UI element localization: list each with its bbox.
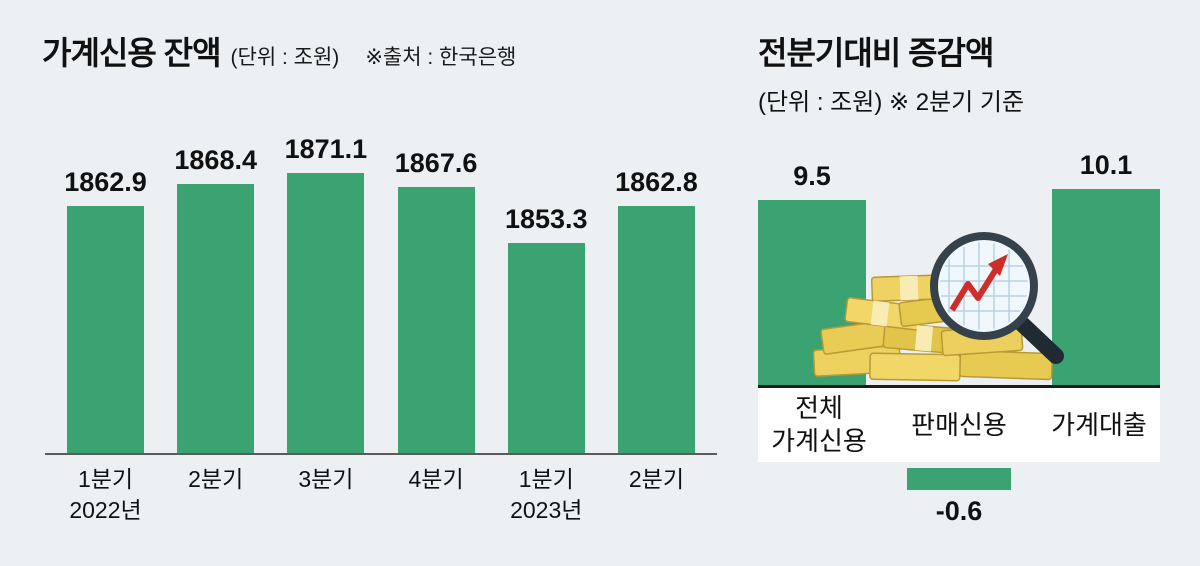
right-chart-plot-area: 9.5 10.1	[758, 150, 1160, 385]
right-chart-subtitle: (단위 : 조원) ※ 2분기 기준	[758, 89, 1025, 116]
bar-column-q2-2022: 1868.4	[174, 120, 257, 453]
bar-value-label: 1871.1	[284, 134, 368, 164]
x-axis-label-sales-credit: 판매신용	[898, 409, 1020, 442]
quarter-label: 3분기	[298, 466, 354, 492]
bar-value-label: 9.5	[793, 161, 831, 191]
bar	[177, 184, 255, 453]
year-label: 2022년	[69, 497, 142, 523]
right-chart-label-strip	[758, 388, 1160, 462]
category-line: 가계대출	[1051, 409, 1147, 440]
rising-arrow-icon	[949, 264, 1001, 312]
money-magnifier-illustration	[812, 232, 1064, 382]
quarter-label: 2분기	[188, 466, 244, 492]
left-chart-x-axis: 1분기 2022년 2분기 3분기 4분기 1분기 2023년 2분기	[45, 464, 717, 526]
bar	[617, 206, 695, 453]
x-axis-label-total-household-credit: 전체 가계신용	[758, 392, 880, 458]
bill-stack-illustration	[812, 274, 1054, 382]
left-chart-plot-area: 1862.9 1868.4 1871.1 1867.6 1853.3 1862.…	[45, 120, 717, 455]
bar-column-household-loans: 10.1	[1052, 150, 1160, 385]
bar	[1052, 189, 1160, 385]
bar-column-q1-2022: 1862.9	[64, 120, 147, 453]
bar-column-q4-2022: 1867.6	[394, 120, 478, 453]
category-line: 판매신용	[911, 409, 1007, 440]
bar	[67, 206, 144, 453]
x-axis-label: 1분기 2023년	[508, 464, 585, 526]
left-chart-title: 가계신용 잔액	[42, 35, 222, 71]
arrow-head-icon	[988, 254, 1008, 276]
bar-column-q2-2023: 1862.8	[615, 120, 698, 453]
x-axis-label: 4분기	[398, 464, 475, 526]
negative-bar-sales-credit	[907, 468, 1011, 490]
bar	[287, 173, 365, 453]
quarter-label: 1분기	[518, 466, 574, 492]
bar-value-label: 1862.8	[615, 167, 698, 197]
bar-value-label: 1862.9	[64, 167, 147, 197]
bar-value-label: 1853.3	[504, 204, 588, 234]
right-chart-baseline-axis	[758, 385, 1160, 388]
x-axis-label: 2분기	[177, 464, 254, 526]
x-axis-label: 3분기	[287, 464, 364, 526]
quarter-label: 1분기	[77, 466, 134, 492]
year-label: 2023년	[510, 497, 583, 523]
left-chart-unit-label: (단위 : 조원)	[230, 46, 340, 69]
x-axis-label: 1분기 2022년	[67, 464, 144, 526]
negative-bar-value-label: -0.6	[935, 496, 983, 526]
bar-column-q3-2022: 1871.1	[285, 120, 367, 453]
bar-column-q1-2023: 1853.3	[504, 120, 588, 453]
bar-value-label: 1868.4	[174, 145, 257, 175]
left-chart-source-label: ※출처 : 한국은행	[365, 46, 517, 69]
magnifier-icon	[930, 232, 1064, 364]
category-line: 가계신용	[771, 426, 867, 456]
bar-value-label: 10.1	[1079, 150, 1133, 180]
x-axis-label: 2분기	[618, 464, 695, 526]
bar	[397, 187, 475, 453]
right-chart-x-axis: 전체 가계신용 판매신용 가계대출	[758, 388, 1160, 462]
left-chart-header: 가계신용 잔액 (단위 : 조원) ※출처 : 한국은행	[42, 28, 516, 74]
right-chart-title: 전분기대비 증감액	[758, 35, 994, 71]
quarter-label: 4분기	[408, 466, 464, 492]
category-line: 전체	[795, 393, 843, 423]
bar	[507, 243, 585, 453]
quarter-label: 2분기	[628, 466, 684, 492]
x-axis-label-household-loans: 가계대출	[1038, 409, 1160, 442]
bar-value-label: 1867.6	[394, 148, 478, 178]
